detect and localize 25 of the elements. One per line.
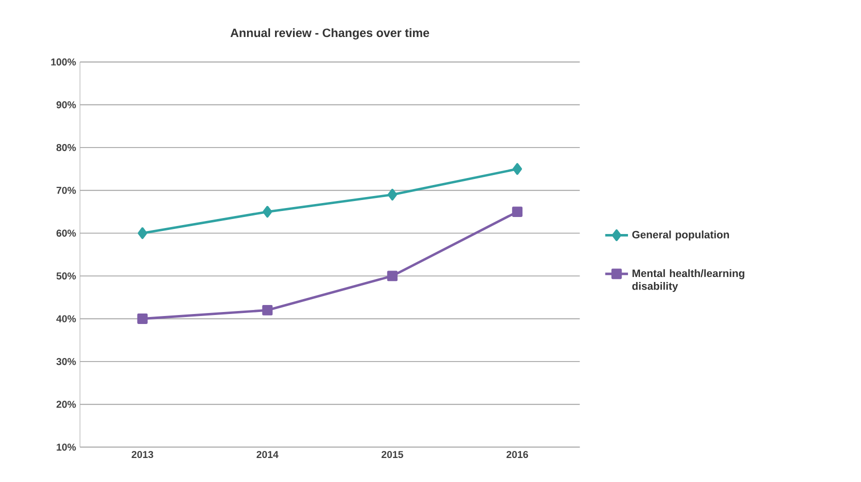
x-tick-label: 2014 [256,451,278,458]
x-tick-label: 2013 [132,451,154,458]
x-tick-label: 2016 [506,451,528,458]
point [387,270,398,282]
y-tick-label: 20% [56,400,76,408]
y-tick-label: 50% [56,272,76,280]
x-tick-label: 2015 [382,451,404,458]
point [138,227,148,240]
point [512,206,522,218]
y-tick-label: 10% [56,444,76,451]
legend-label: Mental health/learning disability [632,269,744,292]
chart-title: Annual review - Changes over time [230,28,430,40]
point [512,163,522,175]
y-tick-label: 80% [56,144,76,152]
y-tick-label: 90% [56,101,76,108]
y-tick-label: 100% [51,58,76,66]
point [262,206,272,218]
point [262,305,273,316]
y-tick-label: 40% [56,315,76,322]
y-tick-label: 30% [56,358,76,366]
point [137,314,148,324]
legend-label: General population [632,230,729,241]
y-tick-label: 70% [56,186,76,194]
point [388,188,398,201]
y-tick-label: 60% [56,230,76,237]
